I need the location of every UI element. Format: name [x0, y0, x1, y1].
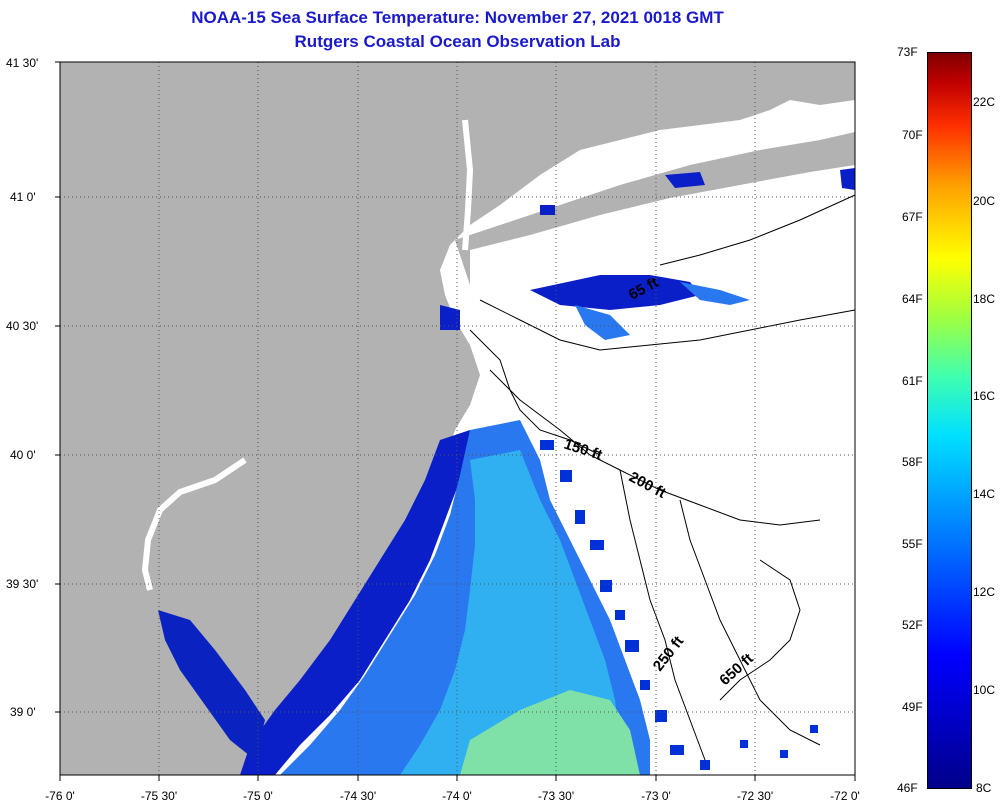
- colorbar-f-label: 70F: [902, 128, 923, 142]
- colorbar-f-label: 64F: [902, 292, 923, 306]
- colorbar-f-label: 61F: [902, 374, 923, 388]
- colorbar-f-label: 52F: [902, 618, 923, 632]
- colorbar-c-label: 8C: [976, 781, 992, 795]
- map-title: NOAA-15 Sea Surface Temperature: Novembe…: [191, 8, 724, 27]
- frame-ticks: [55, 61, 856, 781]
- colorbar-f-label: 46F: [897, 781, 918, 795]
- lat-label: 40 0': [10, 448, 36, 462]
- lat-label: 41 30': [6, 56, 38, 70]
- long-island-sound: [470, 165, 855, 295]
- lon-label: -72 0': [830, 789, 860, 803]
- lon-label: -76 0': [45, 789, 75, 803]
- sst-warm-patch: [460, 690, 640, 775]
- temperature-colorbar: [927, 52, 972, 789]
- lon-label: -74 30': [340, 789, 376, 803]
- lon-label: -75 30': [141, 789, 177, 803]
- map-subtitle: Rutgers Coastal Ocean Observation Lab: [294, 32, 621, 51]
- colorbar-c-label: 16C: [973, 389, 996, 403]
- colorbar-f-label: 55F: [902, 537, 923, 551]
- sst-scattered-pixels: [540, 440, 818, 770]
- lon-label: -74 0': [442, 789, 472, 803]
- colorbar-f-label: 49F: [902, 700, 923, 714]
- graticule: [60, 62, 855, 775]
- lat-label: 41 0': [10, 190, 36, 204]
- sst-delaware-bay: [158, 610, 265, 760]
- colorbar-c-label: 20C: [973, 194, 996, 208]
- lat-label: 39 0': [10, 705, 36, 719]
- colorbar-c-label: 14C: [973, 487, 996, 501]
- colorbar-f-label: 73F: [897, 45, 918, 59]
- delmarva-land: [60, 590, 240, 775]
- sst-long-island-patches: [440, 168, 855, 340]
- lon-label: -73 0': [641, 789, 671, 803]
- colorbar-c-label: 18C: [973, 292, 996, 306]
- bathymetry-contours: [469, 194, 856, 761]
- lat-label: 40 30': [6, 319, 38, 333]
- sst-nearshore: [240, 430, 480, 775]
- colorbar-c-label: 12C: [973, 585, 996, 599]
- delaware-river: [141, 457, 247, 591]
- hudson-river: [462, 119, 474, 251]
- colorbar-c-label: 22C: [973, 95, 996, 109]
- colorbar-f-label: 67F: [902, 210, 923, 224]
- lon-label: -75 0': [243, 789, 273, 803]
- lat-label: 39 30': [6, 577, 38, 591]
- lon-label: -72 30': [737, 789, 773, 803]
- lon-label: -73 30': [538, 789, 574, 803]
- colorbar-f-label: 58F: [902, 455, 923, 469]
- colorbar-c-label: 10C: [973, 683, 996, 697]
